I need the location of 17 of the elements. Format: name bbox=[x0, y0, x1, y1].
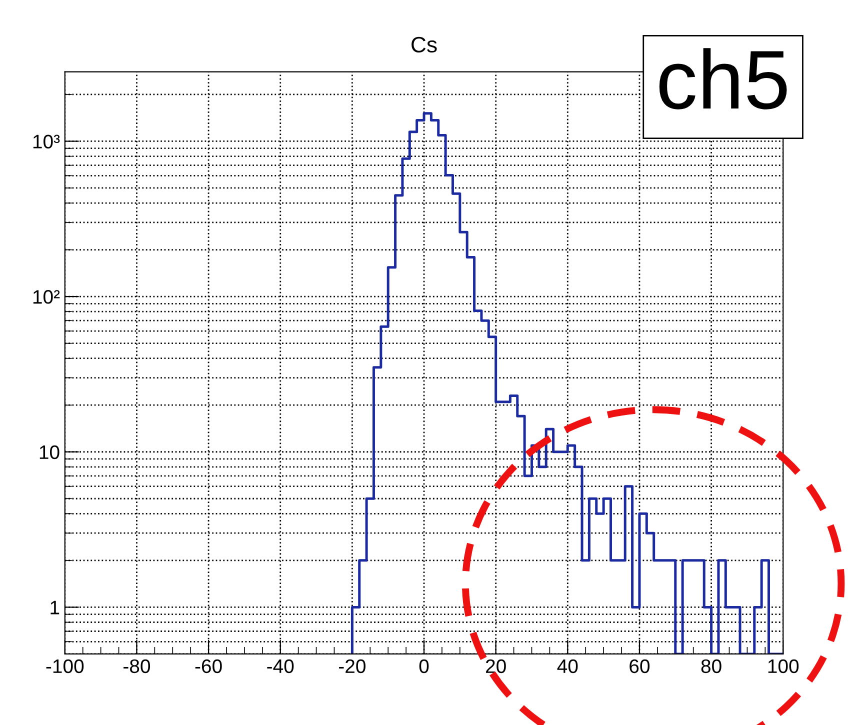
x-tick-label: 40 bbox=[557, 659, 578, 674]
chart-title: Cs bbox=[412, 36, 437, 53]
x-tick-label: -100 bbox=[46, 659, 84, 674]
annotation: ch5 bbox=[659, 48, 787, 110]
x-tick-label: 80 bbox=[701, 659, 722, 674]
y-tick-label: 10 bbox=[40, 445, 60, 460]
y-tick-label: 1 bbox=[50, 600, 60, 614]
x-tick-label: -40 bbox=[267, 659, 294, 674]
x-tick-label: -60 bbox=[195, 659, 222, 674]
x-tick-label: -20 bbox=[339, 659, 366, 674]
y-tick-label: 10³ bbox=[33, 134, 60, 148]
x-tick-label: 20 bbox=[486, 659, 506, 674]
y-tick-label: 10² bbox=[33, 290, 60, 304]
x-tick-label: 60 bbox=[630, 659, 650, 674]
x-tick-label: -80 bbox=[124, 659, 150, 674]
x-tick-label: 0 bbox=[419, 659, 429, 674]
x-tick-label: 100 bbox=[768, 659, 799, 674]
